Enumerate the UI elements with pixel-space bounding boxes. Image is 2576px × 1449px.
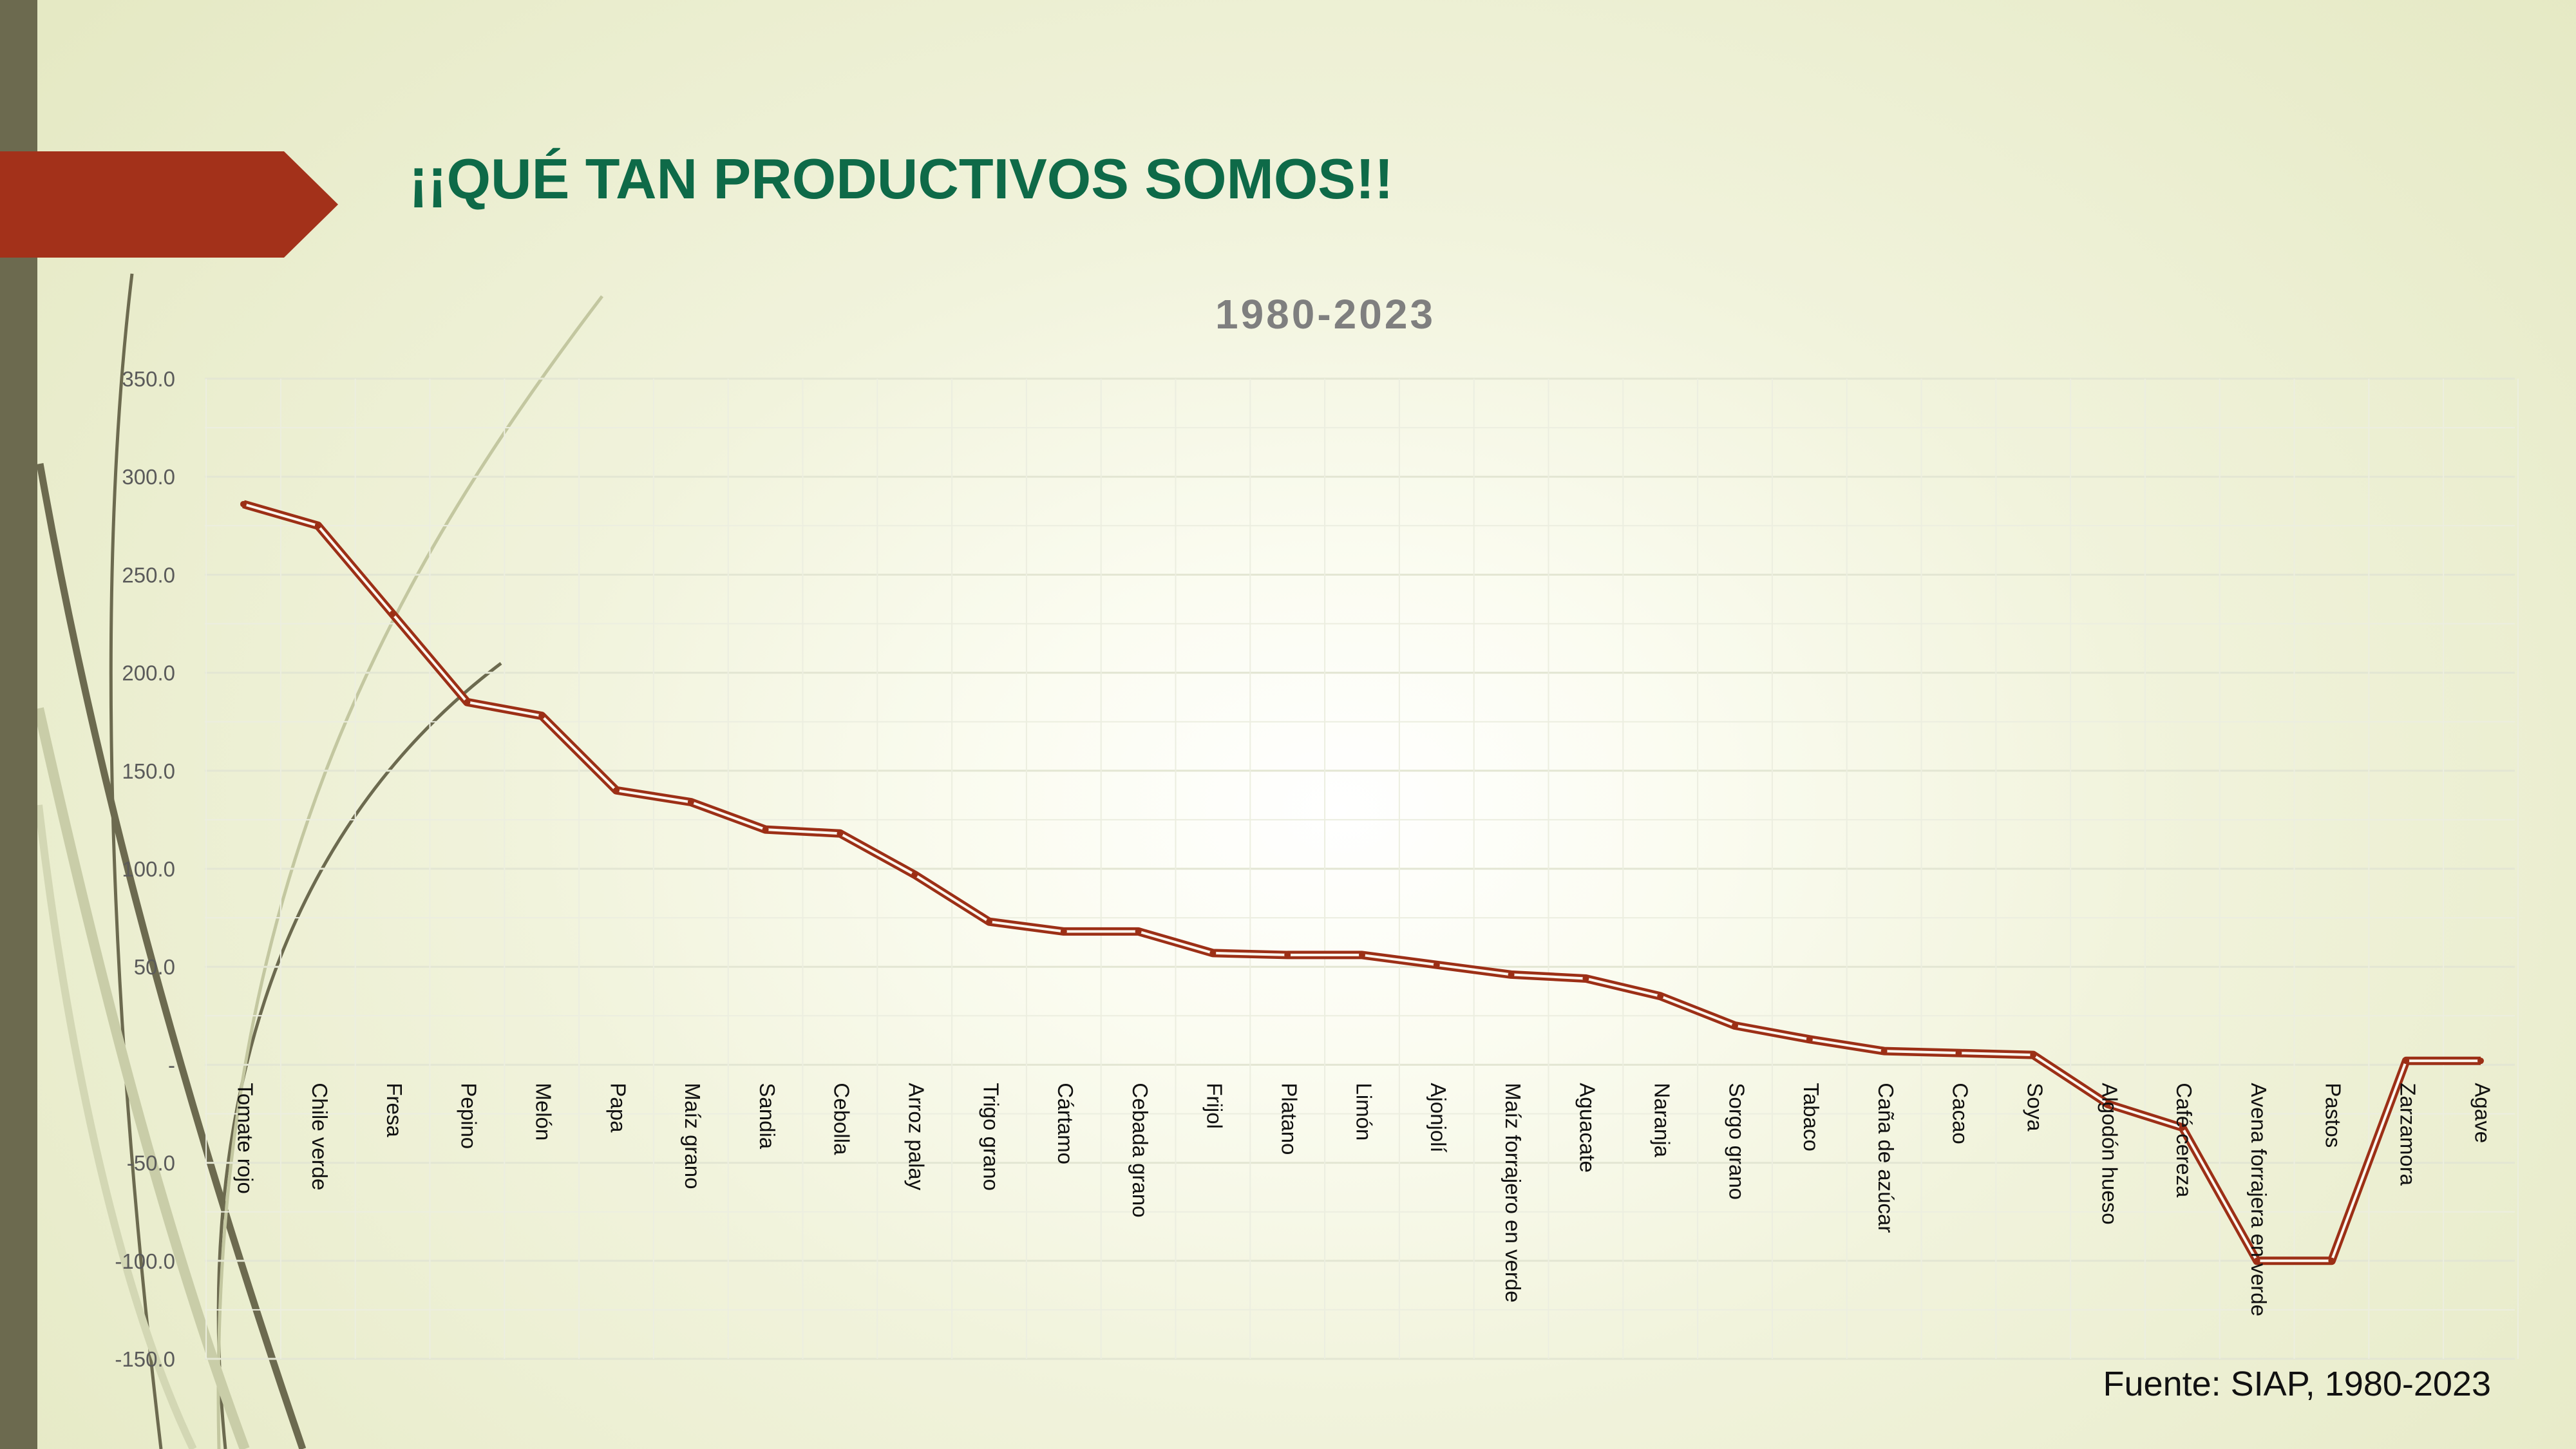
data-point: [240, 500, 247, 507]
y-tick-label: 150.0: [122, 759, 175, 783]
x-category-label: Naranja: [1650, 1083, 1674, 1157]
slide-title: ¡¡QUÉ TAN PRODUCTIVOS SOMOS!!: [409, 147, 1394, 211]
x-category-label: Papa: [606, 1083, 630, 1133]
data-point: [1284, 951, 1291, 958]
x-category-label: Cacao: [1949, 1083, 1973, 1144]
x-category-label: Arroz palay: [904, 1083, 928, 1190]
x-category-label: Platano: [1277, 1083, 1301, 1155]
y-tick-label: 250.0: [122, 563, 175, 587]
x-category-label: Zarzamora: [2396, 1083, 2420, 1186]
x-category-label: Pepino: [457, 1083, 481, 1149]
x-category-label: Cebolla: [830, 1083, 854, 1155]
x-category-label: Sorgo grano: [1725, 1083, 1748, 1200]
data-point: [314, 522, 321, 529]
x-category-label: Maíz grano: [681, 1083, 705, 1189]
data-point: [2179, 1124, 2186, 1131]
x-category-label: Aguacate: [1576, 1083, 1600, 1172]
x-category-label: Trigo grano: [979, 1083, 1003, 1191]
y-axis-tick-labels: 350.0 300.0 250.0 200.0 150.0 100.0 50.0 - -50.0…: [115, 367, 175, 1371]
y-tick-label: -: [168, 1053, 175, 1077]
x-category-label: Soya: [2023, 1083, 2047, 1132]
data-point: [1880, 1048, 1888, 1055]
data-point: [538, 712, 545, 719]
x-category-label: Avena forrajera en verde: [2247, 1083, 2271, 1316]
y-tick-label: 100.0: [122, 857, 175, 881]
data-point: [1508, 971, 1515, 978]
data-point: [1060, 928, 1067, 935]
x-axis-category-labels: Tomate rojo Chile verde Fresa Pepino Melón Pa…: [233, 1083, 2494, 1316]
data-series: [240, 500, 2484, 1265]
data-point: [1657, 992, 1664, 999]
data-point: [1135, 928, 1142, 935]
x-category-label: Melón: [531, 1083, 555, 1141]
data-point: [2105, 1101, 2111, 1108]
data-point: [464, 699, 471, 706]
data-point: [1732, 1022, 1738, 1029]
x-category-label: Maíz forrajero en verde: [1501, 1083, 1525, 1302]
chart-gridlines: [205, 377, 2519, 1360]
decorative-curve: [36, 463, 307, 1449]
data-point: [1806, 1036, 1813, 1043]
y-tick-label: 350.0: [122, 367, 175, 391]
decorative-curve: [33, 707, 250, 1449]
y-tick-label: 300.0: [122, 465, 175, 489]
title-arrow-shape: [0, 151, 338, 258]
data-point: [837, 830, 844, 837]
x-category-label: Cebada grano: [1128, 1083, 1152, 1217]
decorative-curve: [35, 804, 197, 1449]
data-point: [2253, 1257, 2260, 1264]
x-category-label: Ajonjolí: [1426, 1083, 1450, 1152]
x-category-label: Frijol: [1203, 1083, 1227, 1129]
data-point: [762, 826, 769, 833]
data-point: [2403, 1057, 2410, 1065]
x-category-label: Fresa: [383, 1083, 406, 1137]
data-point: [613, 787, 620, 794]
data-point: [1955, 1050, 1962, 1057]
y-tick-label: 200.0: [122, 661, 175, 685]
data-point: [986, 918, 992, 925]
x-category-label: Café cereza: [2172, 1083, 2196, 1198]
y-tick-label: -50.0: [127, 1151, 175, 1175]
data-point: [1359, 951, 1365, 958]
x-category-label: Pastos: [2322, 1083, 2345, 1148]
source-note: Fuente: SIAP, 1980-2023: [2103, 1365, 2491, 1403]
x-category-label: Tomate rojo: [233, 1083, 257, 1193]
data-point: [2030, 1052, 2037, 1059]
decorative-curve: [109, 273, 163, 1449]
x-category-label: Cártamo: [1054, 1083, 1077, 1164]
y-tick-label: 50.0: [134, 955, 175, 979]
data-point: [687, 799, 694, 806]
chart-title: 1980-2023: [1215, 291, 1435, 337]
data-point: [2328, 1257, 2335, 1264]
data-point: [2477, 1057, 2484, 1065]
x-category-label: Tabaco: [1799, 1083, 1823, 1151]
y-tick-label: -150.0: [115, 1347, 175, 1371]
data-point: [1582, 975, 1589, 982]
data-point: [1433, 961, 1440, 969]
x-category-label: Algodón hueso: [2098, 1083, 2121, 1224]
x-category-label: Sandia: [755, 1083, 779, 1149]
data-point: [911, 871, 918, 878]
data-point: [389, 611, 396, 618]
y-tick-label: -100.0: [115, 1249, 175, 1273]
x-category-label: Caña de azúcar: [1874, 1083, 1898, 1233]
x-category-label: Agave: [2470, 1083, 2494, 1143]
x-category-label: Chile verde: [308, 1083, 332, 1190]
x-category-label: Limón: [1352, 1083, 1376, 1141]
data-point: [1209, 949, 1217, 956]
decorative-curve: [216, 295, 603, 1449]
